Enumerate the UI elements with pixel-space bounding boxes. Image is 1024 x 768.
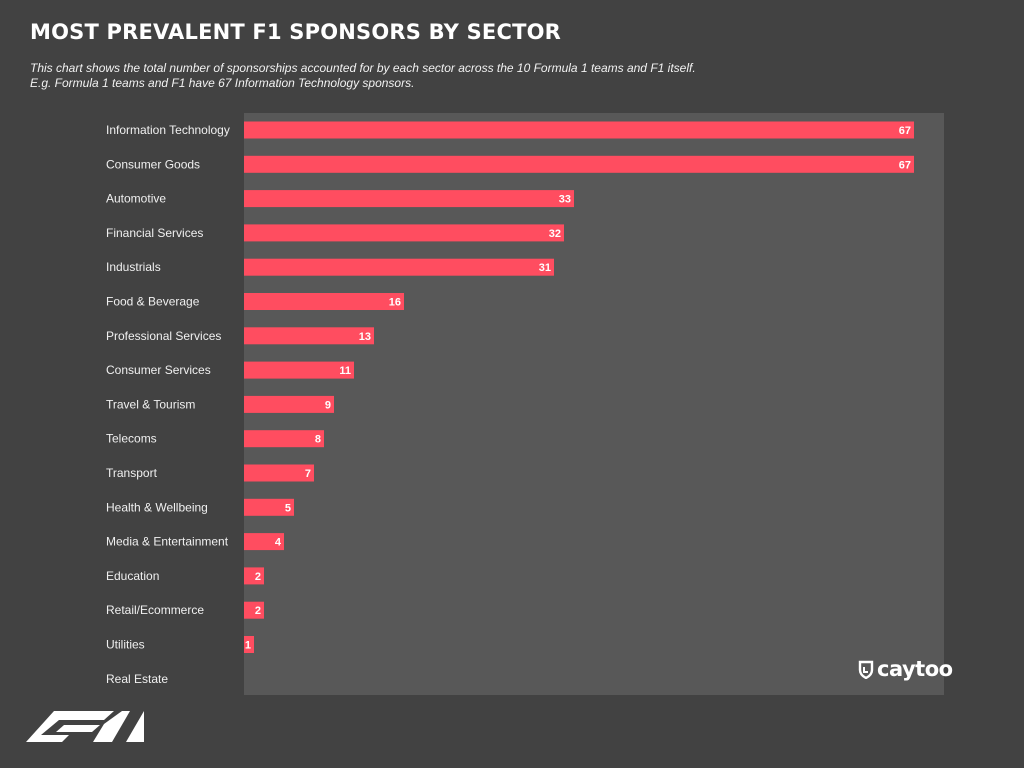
bar-industrials (244, 258, 554, 276)
category-label-retail-ecommerce: Retail/Ecommerce (106, 603, 204, 617)
value-label-travel-tourism: 9 (325, 399, 331, 411)
value-label-financial-services: 32 (549, 228, 561, 240)
bar-utilities (244, 636, 254, 653)
category-label-real-estate: Real Estate (106, 672, 168, 686)
bar-food-beverage (244, 293, 404, 310)
value-label-telecoms: 8 (315, 434, 321, 446)
value-label-health-wellbeing: 5 (285, 502, 291, 514)
category-label-health-wellbeing: Health & Wellbeing (106, 500, 208, 514)
category-label-telecoms: Telecoms (106, 432, 157, 446)
bar-health-wellbeing (244, 498, 294, 516)
value-label-information-technology: 67 (899, 125, 911, 137)
subtitle-line-2: E.g. Formula 1 teams and F1 have 67 Info… (30, 76, 415, 90)
bar-consumer-goods (244, 155, 914, 173)
category-label-media-entertainment: Media & Entertainment (106, 535, 229, 549)
bar-transport (244, 464, 314, 482)
category-label-professional-services: Professional Services (106, 329, 221, 343)
value-label-professional-services: 13 (359, 331, 371, 343)
value-label-utilities: 1 (245, 640, 251, 652)
category-label-food-beverage: Food & Beverage (106, 295, 200, 309)
value-label-consumer-services: 11 (339, 365, 351, 377)
bar-consumer-services (244, 361, 354, 379)
value-label-industrials: 31 (539, 262, 551, 274)
value-label-consumer-goods: 67 (899, 159, 911, 171)
bar-financial-services (244, 224, 564, 242)
subtitle-line-1: This chart shows the total number of spo… (30, 61, 696, 75)
bar-telecoms (244, 430, 324, 448)
value-label-transport: 7 (305, 468, 311, 480)
value-label-automotive: 33 (559, 194, 571, 206)
value-label-food-beverage: 16 (389, 297, 401, 309)
bar-automotive (244, 190, 574, 208)
category-label-transport: Transport (106, 466, 158, 480)
value-label-education: 2 (255, 571, 261, 583)
bar-information-technology (244, 121, 914, 139)
bar-media-entertainment (244, 533, 284, 551)
bar-professional-services (244, 327, 374, 345)
bar-education (244, 567, 264, 585)
category-label-automotive: Automotive (106, 192, 166, 206)
category-label-education: Education (106, 569, 159, 583)
caytoo-shield-icon (858, 660, 874, 679)
value-label-media-entertainment: 4 (275, 537, 282, 549)
value-label-retail-ecommerce: 2 (255, 605, 261, 617)
category-label-financial-services: Financial Services (106, 226, 203, 240)
category-label-travel-tourism: Travel & Tourism (106, 397, 195, 411)
category-label-utilities: Utilities (106, 638, 145, 652)
category-label-consumer-goods: Consumer Goods (106, 157, 200, 171)
category-label-information-technology: Information Technology (106, 123, 230, 137)
caytoo-brand: caytoo (858, 657, 953, 681)
bar-travel-tourism (244, 395, 334, 413)
f1-logo-icon (26, 711, 144, 742)
chart-subtitle: This chart shows the total number of spo… (30, 61, 696, 91)
chart-title: MOST PREVALENT F1 SPONSORS BY SECTOR (30, 20, 562, 44)
brand-name: caytoo (877, 657, 953, 681)
category-label-consumer-services: Consumer Services (106, 363, 211, 377)
category-label-industrials: Industrials (106, 260, 161, 274)
bar-retail-ecommerce (244, 601, 264, 619)
plot-area (244, 113, 944, 695)
